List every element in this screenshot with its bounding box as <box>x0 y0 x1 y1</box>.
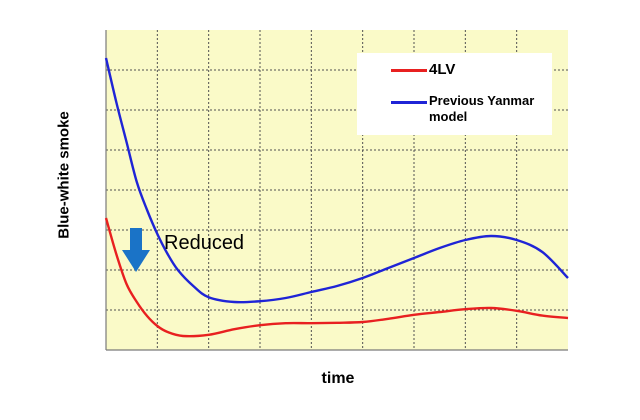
legend-item-4lv: 4LV <box>357 61 455 78</box>
legend-label-4lv: 4LV <box>429 61 456 78</box>
legend-label-previous-model: Previous Yanmar model <box>429 93 535 124</box>
series-line-previous-model <box>104 57 569 304</box>
reduced-arrow-icon <box>122 228 150 272</box>
x-axis-label: time <box>321 370 355 387</box>
legend-item-previous-model: Previous Yanmar model <box>357 93 559 125</box>
legend: 4LV Previous Yanmar model <box>357 53 552 135</box>
series-line-4lv <box>104 217 569 338</box>
legend-swatch-4lv <box>391 69 427 72</box>
reduced-annotation: Reduced <box>164 232 245 254</box>
legend-swatch-previous-model <box>391 101 427 104</box>
y-axis-label: Blue-white smoke <box>55 111 73 239</box>
